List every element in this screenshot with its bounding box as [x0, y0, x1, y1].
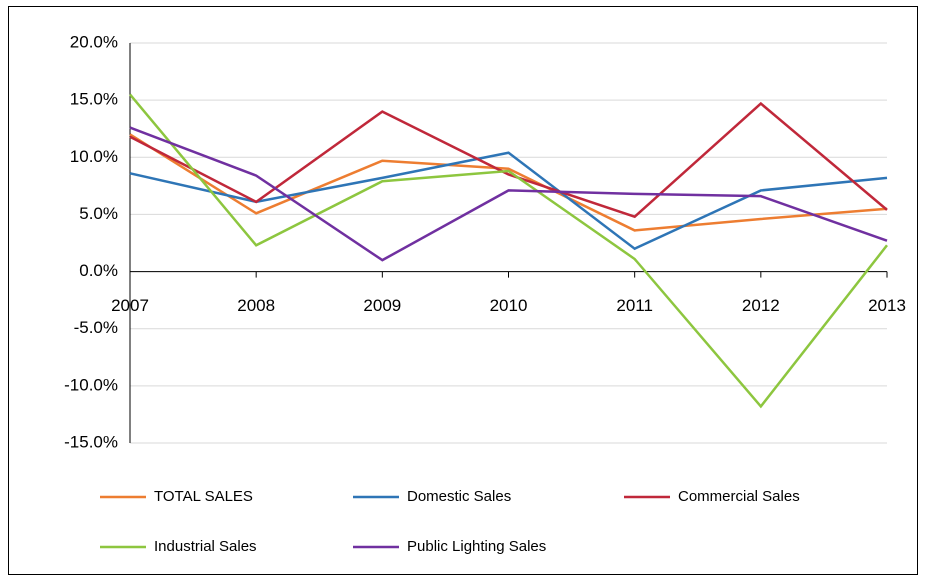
y-tick-label: -10.0% — [64, 375, 118, 394]
series-line — [129, 101, 888, 219]
x-tick-label: 2011 — [616, 296, 653, 315]
legend-label: Public Lighting Sales — [407, 538, 546, 555]
legend-label: Commercial Sales — [678, 488, 800, 505]
chart-frame — [8, 6, 918, 575]
x-tick-label: 2013 — [868, 296, 906, 315]
legend-label: Industrial Sales — [154, 538, 257, 555]
series-line — [129, 93, 888, 409]
x-tick-label: 2009 — [363, 296, 401, 315]
y-tick-label: 10.0% — [70, 147, 118, 166]
series-line — [129, 126, 888, 262]
y-tick-label: 0.0% — [79, 261, 118, 280]
y-tick-label: 15.0% — [70, 90, 118, 109]
x-tick-label: 2008 — [237, 296, 275, 315]
x-tick-label: 2007 — [111, 296, 149, 315]
y-tick-label: -5.0% — [74, 318, 118, 337]
y-tick-label: -15.0% — [64, 432, 118, 451]
y-tick-label: 5.0% — [79, 204, 118, 223]
y-tick-label: 20.0% — [70, 32, 118, 51]
series-line — [129, 133, 888, 232]
x-tick-label: 2012 — [742, 296, 780, 315]
x-tick-label: 2010 — [490, 296, 528, 315]
legend-label: TOTAL SALES — [154, 488, 253, 505]
legend-label: Domestic Sales — [407, 488, 511, 505]
